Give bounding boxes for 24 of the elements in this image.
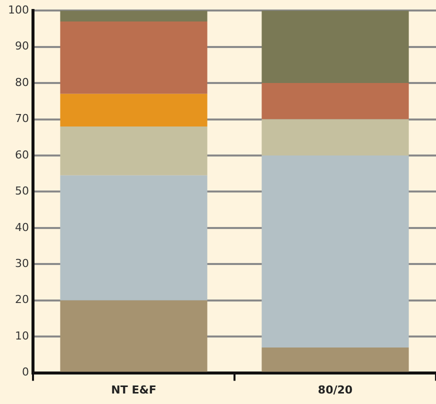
y-tick-label: 70 xyxy=(14,112,29,126)
y-tick-label: 30 xyxy=(14,257,29,270)
bar xyxy=(60,10,208,22)
bar xyxy=(60,175,208,300)
bar xyxy=(262,119,409,156)
y-tick-label: 100 xyxy=(8,3,29,16)
y-tick-label: 40 xyxy=(14,220,29,234)
x-tick-label: 80/20 xyxy=(318,383,353,396)
bar xyxy=(60,126,208,176)
y-tick-label: 10 xyxy=(14,329,29,342)
y-tick-label: 50 xyxy=(14,184,29,198)
y-tick-label: 20 xyxy=(14,293,29,306)
bar xyxy=(262,155,409,348)
bar xyxy=(60,94,208,127)
bar xyxy=(60,300,208,372)
y-tick-label: 0 xyxy=(22,366,29,379)
y-tick-label: 60 xyxy=(14,148,29,162)
bar xyxy=(60,21,208,94)
bar xyxy=(262,83,409,120)
y-tick-label: 90 xyxy=(14,40,29,53)
bar xyxy=(262,347,409,372)
y-tick-label: 80 xyxy=(14,76,29,89)
x-tick-label: NT E&F xyxy=(111,383,156,396)
bar xyxy=(262,10,409,84)
